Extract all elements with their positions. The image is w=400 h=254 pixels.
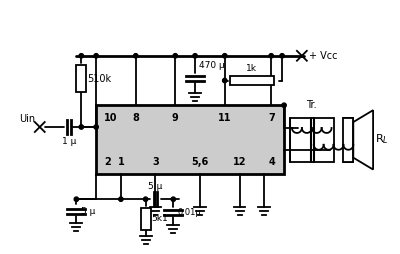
Text: 5 µ: 5 µ <box>148 182 163 191</box>
Text: R$_L$: R$_L$ <box>375 132 389 146</box>
Circle shape <box>269 54 273 58</box>
Text: 2: 2 <box>104 156 111 167</box>
Bar <box>290 118 334 162</box>
Circle shape <box>222 54 227 58</box>
Text: Tr.: Tr. <box>306 100 317 110</box>
Circle shape <box>193 54 197 58</box>
Text: 1k: 1k <box>246 64 258 73</box>
Text: 10: 10 <box>104 113 118 123</box>
Bar <box>344 118 353 162</box>
Text: 11: 11 <box>218 113 232 123</box>
Bar <box>96 105 284 174</box>
Text: 5 µ: 5 µ <box>81 207 96 216</box>
Text: 0,01µ: 0,01µ <box>177 208 201 217</box>
Text: 470 µ: 470 µ <box>199 61 225 70</box>
Circle shape <box>79 54 84 58</box>
Text: 510k: 510k <box>87 74 111 84</box>
Text: 5,6: 5,6 <box>191 156 209 167</box>
Text: 9: 9 <box>172 113 179 123</box>
Circle shape <box>222 78 227 83</box>
Circle shape <box>280 54 284 58</box>
Circle shape <box>94 125 98 129</box>
Text: 4: 4 <box>269 156 276 167</box>
Circle shape <box>119 197 123 201</box>
Circle shape <box>134 54 138 58</box>
Text: + Vcc: + Vcc <box>309 51 337 61</box>
Circle shape <box>144 197 148 201</box>
Circle shape <box>173 54 178 58</box>
Circle shape <box>74 197 78 201</box>
Bar <box>141 208 150 230</box>
Text: 12: 12 <box>233 156 246 167</box>
Text: 5k1: 5k1 <box>152 214 168 224</box>
Polygon shape <box>353 110 373 169</box>
Circle shape <box>79 125 84 129</box>
Circle shape <box>94 54 98 58</box>
Text: 1: 1 <box>118 156 124 167</box>
Circle shape <box>171 197 176 201</box>
Text: Uin: Uin <box>19 114 35 124</box>
Bar <box>76 65 86 92</box>
Circle shape <box>282 103 286 107</box>
Text: 8: 8 <box>132 113 139 123</box>
Text: 3: 3 <box>152 156 159 167</box>
Bar <box>230 76 274 85</box>
Text: 1 µ: 1 µ <box>62 137 77 146</box>
Text: 7: 7 <box>269 113 276 123</box>
